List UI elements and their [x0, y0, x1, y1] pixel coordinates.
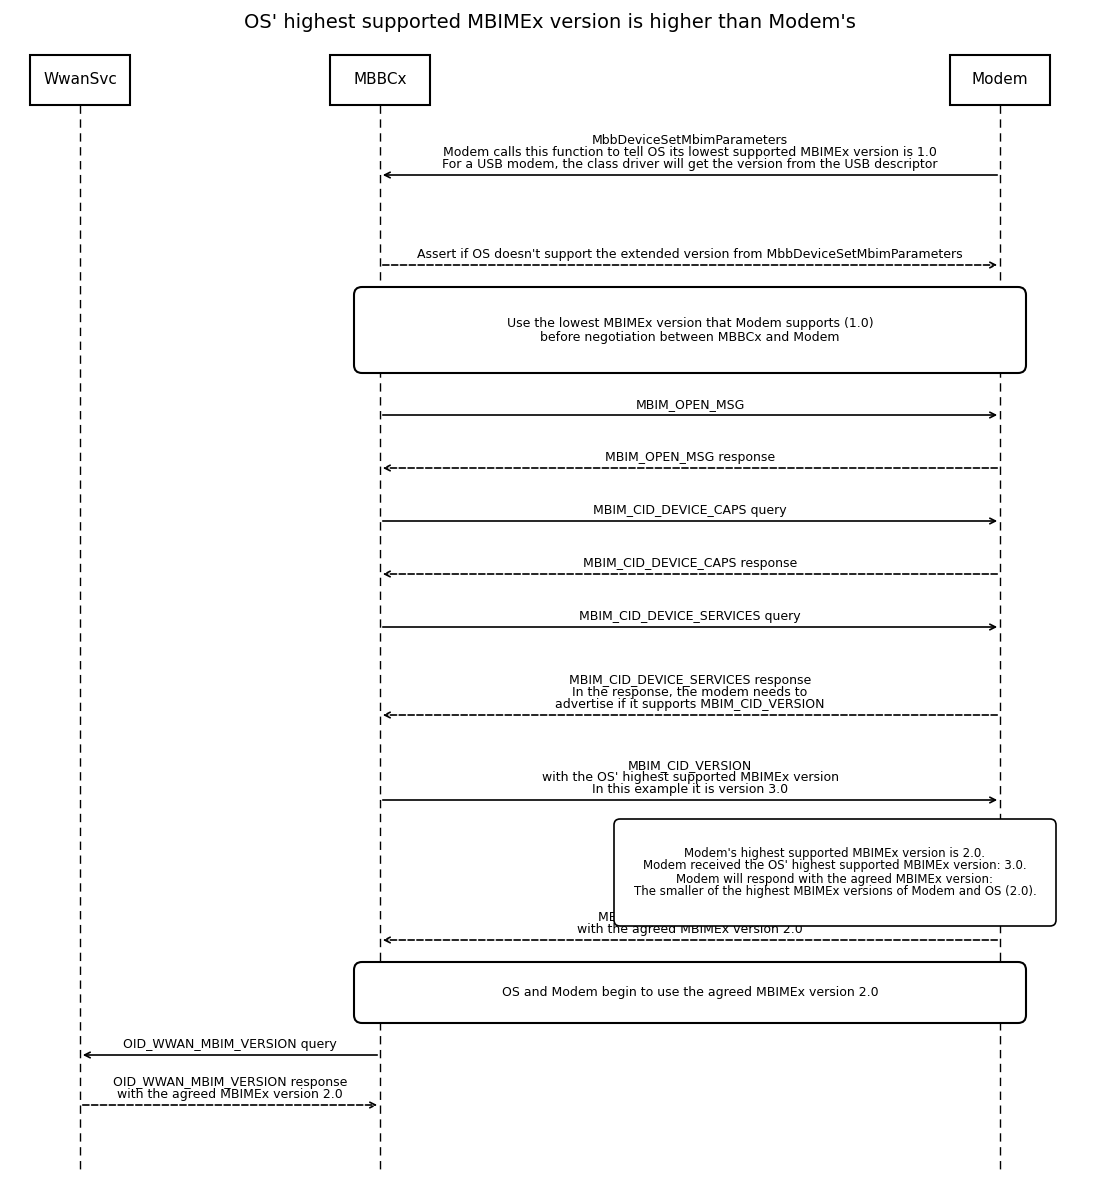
Text: MBBCx: MBBCx [353, 73, 407, 87]
Text: MBIM_CID_DEVICE_SERVICES response: MBIM_CID_DEVICE_SERVICES response [569, 674, 811, 687]
Text: In the response, the modem needs to: In the response, the modem needs to [572, 686, 807, 699]
FancyBboxPatch shape [354, 288, 1026, 373]
Text: Modem received the OS' highest supported MBIMEx version: 3.0.: Modem received the OS' highest supported… [644, 859, 1026, 872]
Text: Use the lowest MBIMEx version that Modem supports (1.0): Use the lowest MBIMEx version that Modem… [507, 316, 873, 329]
Text: MBIM_OPEN_MSG response: MBIM_OPEN_MSG response [605, 451, 775, 464]
Text: In this example it is version 3.0: In this example it is version 3.0 [592, 783, 788, 796]
FancyBboxPatch shape [950, 55, 1050, 105]
Text: Assert if OS doesn't support the extended version from MbbDeviceSetMbimParameter: Assert if OS doesn't support the extende… [417, 248, 962, 261]
Text: MBIM_CID_DEVICE_SERVICES query: MBIM_CID_DEVICE_SERVICES query [580, 610, 801, 623]
Text: OID_WWAN_MBIM_VERSION query: OID_WWAN_MBIM_VERSION query [123, 1038, 337, 1051]
Text: with the OS' highest supported MBIMEx version: with the OS' highest supported MBIMEx ve… [541, 771, 838, 784]
Text: Modem calls this function to tell OS its lowest supported MBIMEx version is 1.0: Modem calls this function to tell OS its… [443, 146, 937, 159]
Text: WwanSvc: WwanSvc [43, 73, 117, 87]
Text: OS' highest supported MBIMEx version is higher than Modem's: OS' highest supported MBIMEx version is … [244, 12, 856, 31]
Text: MBIM_CID_DEVICE_CAPS response: MBIM_CID_DEVICE_CAPS response [583, 557, 798, 570]
Text: MBIM_OPEN_MSG: MBIM_OPEN_MSG [636, 398, 745, 412]
Text: before negotiation between MBBCx and Modem: before negotiation between MBBCx and Mod… [540, 330, 839, 344]
Text: OS and Modem begin to use the agreed MBIMEx version 2.0: OS and Modem begin to use the agreed MBI… [502, 985, 878, 999]
FancyBboxPatch shape [30, 55, 130, 105]
Text: MbbDeviceSetMbimParameters: MbbDeviceSetMbimParameters [592, 134, 788, 147]
Text: Modem's highest supported MBIMEx version is 2.0.: Modem's highest supported MBIMEx version… [684, 847, 986, 859]
Text: Modem: Modem [971, 73, 1028, 87]
Text: with the agreed MBIMEx version 2.0: with the agreed MBIMEx version 2.0 [117, 1088, 343, 1101]
FancyBboxPatch shape [354, 962, 1026, 1024]
Text: advertise if it supports MBIM_CID_VERSION: advertise if it supports MBIM_CID_VERSIO… [556, 698, 825, 711]
Text: MBIM_CID_VERSION: MBIM_CID_VERSION [628, 759, 752, 772]
Text: MBIM_CID_DEVICE_CAPS query: MBIM_CID_DEVICE_CAPS query [593, 503, 786, 517]
Text: MBIM_CID_VERSION response: MBIM_CID_VERSION response [597, 911, 782, 925]
Text: with the agreed MBIMEx version 2.0: with the agreed MBIMEx version 2.0 [578, 923, 803, 937]
Text: For a USB modem, the class driver will get the version from the USB descriptor: For a USB modem, the class driver will g… [442, 157, 937, 171]
Text: OID_WWAN_MBIM_VERSION response: OID_WWAN_MBIM_VERSION response [113, 1076, 348, 1089]
Text: The smaller of the highest MBIMEx versions of Modem and OS (2.0).: The smaller of the highest MBIMEx versio… [634, 885, 1036, 898]
FancyBboxPatch shape [330, 55, 430, 105]
FancyBboxPatch shape [614, 820, 1056, 926]
Text: Modem will respond with the agreed MBIMEx version:: Modem will respond with the agreed MBIME… [676, 872, 993, 885]
